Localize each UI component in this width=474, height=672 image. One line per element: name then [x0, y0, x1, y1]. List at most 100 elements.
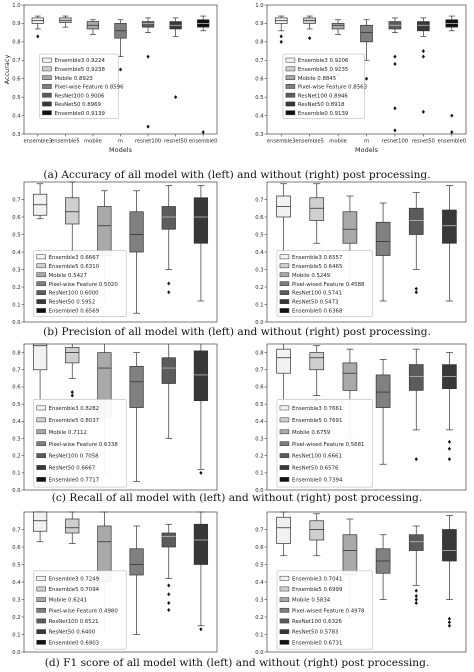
legend-label: Mobile 0.8845 [298, 76, 336, 82]
box [408, 534, 424, 551]
box [32, 343, 48, 371]
legend-box [33, 250, 127, 317]
chart-left-3: 0.0 0.1 0.2 0.3 0.4 0.5 0.6 0.7 Ensemble3 0.7249… [12, 511, 218, 656]
legend-label: Ensemble3 0.8282 [49, 406, 99, 412]
plot-frame [23, 343, 218, 491]
legend-label: Pixel-wise Feature 0.4980 [49, 608, 119, 614]
box [193, 197, 209, 244]
x-tick-label: ensemble3 [23, 139, 52, 145]
legend-swatch [279, 465, 290, 470]
legend-swatch [36, 281, 46, 287]
legend-swatch [279, 575, 290, 581]
legend-label: Ensemble5 0.7691 [292, 418, 342, 424]
y-tick-label: 0.1 [255, 471, 263, 477]
y-tick-label: 0.0 [12, 320, 20, 326]
legend-swatch [42, 57, 52, 63]
legend-swatch [36, 290, 46, 295]
x-tick-label: resnet100 [382, 139, 408, 145]
y-tick-label: 0.3 [255, 267, 263, 273]
y-tick-label: 0.4 [255, 113, 264, 119]
legend-label: Ensemble3 0.6557 [292, 255, 342, 261]
outlier-point [414, 290, 418, 295]
legend-label: ResNet100 0.5741 [292, 291, 342, 297]
box [417, 21, 430, 32]
legend-swatch [285, 101, 296, 107]
box [375, 374, 391, 408]
chart-right-2: 0.0 0.1 0.2 0.3 0.4 0.5 0.6 0.7 0.8 Ensemble3 0.7… [255, 343, 467, 494]
y-tick-label: 0.9 [12, 21, 20, 27]
legend-label: ResNet100 0.8946 [298, 93, 349, 99]
legend-swatch [42, 75, 52, 81]
legend-label: Mobile 0.6759 [292, 430, 331, 436]
legend-swatch [279, 477, 290, 482]
y-tick-label: 0.1 [12, 302, 20, 308]
y-tick-label: 0.0 [12, 488, 20, 494]
y-tick-label: 0.7 [12, 527, 20, 533]
legend-swatch [279, 586, 290, 592]
legend-swatch [279, 254, 290, 260]
legend-swatch [279, 405, 290, 411]
legend-swatch [36, 639, 46, 645]
box [193, 523, 209, 565]
outlier-point [393, 128, 397, 133]
x-axis-label: Models [109, 146, 133, 154]
legend-swatch [279, 263, 290, 269]
y-tick-label: 0.3 [255, 132, 263, 138]
box [342, 362, 358, 391]
legend-label: Pixel-wised Feature 0.5681 [292, 442, 365, 448]
legend-swatch [36, 453, 46, 458]
box [59, 17, 72, 23]
legend-label: Ensemble3 0.9224 [54, 58, 105, 64]
legend-swatch [279, 607, 290, 613]
y-tick-label: 0.7 [255, 197, 263, 203]
y-tick-label: 0.2 [255, 453, 263, 459]
box [141, 21, 155, 28]
legend-swatch [279, 453, 290, 458]
outlier-point [447, 446, 452, 451]
legend-swatch [279, 290, 290, 295]
outlier-point [118, 67, 123, 72]
x-axis-label: Models [355, 146, 379, 154]
legend-swatch [279, 272, 290, 278]
legend-swatch [36, 299, 46, 304]
outlier-point [450, 130, 454, 135]
legend-swatch [279, 299, 290, 304]
x-tick-label: mobile [84, 139, 102, 145]
outlier-point [421, 54, 425, 59]
y-tick-label: 0.5 [12, 562, 20, 568]
legend-box [33, 570, 127, 650]
y-tick-label: 0.2 [12, 285, 20, 291]
legend-label: Ensemble0 0.6731 [292, 640, 342, 646]
legend-label: Ensemble0 0.7394 [292, 478, 343, 484]
legend-label: Ensemble5 0.9238 [54, 67, 105, 73]
outlier-point [167, 583, 171, 588]
outlier-point [414, 601, 418, 605]
legend-label: ResNet50 0.6667 [49, 466, 96, 472]
legend-box [33, 399, 127, 488]
legend-label: Mobile 0.5427 [49, 273, 87, 279]
chart-left-1: 0.0 0.1 0.2 0.3 0.4 0.5 0.6 0.7 Ensemble3 0.6667… [12, 181, 218, 326]
legend-swatch [279, 417, 290, 423]
x-tick-label: ensemble5 [51, 139, 80, 145]
y-tick-label: 0.4 [255, 580, 264, 586]
outlier-point [199, 627, 203, 632]
box [408, 364, 424, 391]
legend-label: Ensemble0 0.6368 [292, 309, 343, 315]
y-tick-label: 0.6 [255, 545, 263, 551]
outlier-point [308, 36, 312, 41]
y-tick-label: 0.6 [255, 215, 263, 221]
legend-label: Pixel-wise Feature 0.8596 [54, 85, 124, 91]
box [65, 197, 80, 225]
plot-frame [266, 343, 467, 491]
box [408, 207, 424, 235]
y-tick-label: 0.4 [255, 419, 264, 425]
outlier-point [447, 623, 452, 628]
y-tick-label: 0.5 [12, 95, 20, 101]
legend-swatch [36, 254, 46, 260]
box [32, 511, 48, 532]
x-tick-label: rn [364, 139, 369, 145]
box [129, 211, 144, 253]
y-tick-label: 0.6 [12, 77, 20, 83]
outlier-point [279, 34, 283, 39]
